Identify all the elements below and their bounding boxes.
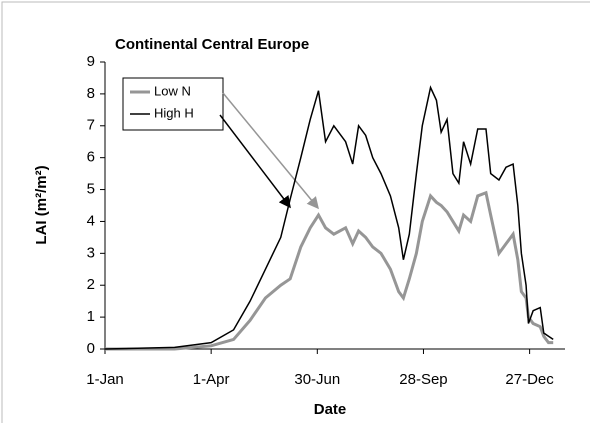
y-tick-label: 8 bbox=[87, 85, 95, 102]
arrow bbox=[219, 114, 291, 209]
y-tick-label: 4 bbox=[87, 212, 95, 229]
chart-title: Continental Central Europe bbox=[115, 36, 309, 53]
y-tick-label: 2 bbox=[87, 276, 95, 293]
legend-box bbox=[122, 77, 224, 131]
x-axis-label: Date bbox=[314, 401, 347, 418]
y-tick-label: 9 bbox=[87, 53, 95, 70]
legend-label: Low N bbox=[154, 83, 191, 98]
y-tick-label: 5 bbox=[87, 181, 95, 198]
x-tick-label: 28-Sep bbox=[399, 371, 447, 388]
arrow bbox=[222, 92, 319, 210]
legend-label: High H bbox=[154, 105, 194, 120]
data-line bbox=[105, 190, 554, 351]
y-tick-label: 0 bbox=[87, 340, 95, 357]
y-tick-label: 3 bbox=[87, 244, 95, 261]
x-tick-label: 27-Dec bbox=[505, 371, 554, 388]
y-tick-label: 6 bbox=[87, 149, 95, 166]
y-axis-label: LAI (m²/m²) bbox=[33, 165, 50, 244]
y-tick-label: 7 bbox=[87, 117, 95, 134]
x-tick-label: 1-Jan bbox=[86, 371, 124, 388]
x-tick-label: 30-Jun bbox=[294, 371, 340, 388]
data-line bbox=[104, 85, 554, 350]
y-tick-label: 1 bbox=[87, 308, 95, 325]
legend: Low N High H bbox=[122, 77, 224, 131]
x-tick-label: 1-Apr bbox=[193, 371, 230, 388]
